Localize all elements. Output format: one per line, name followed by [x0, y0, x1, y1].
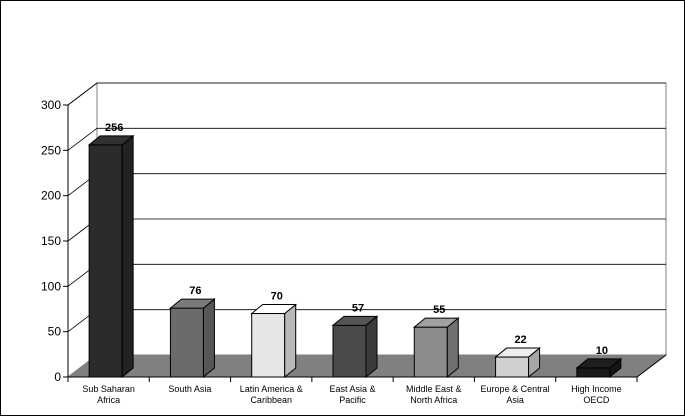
bar-front — [413, 326, 448, 378]
gridlines — [67, 82, 666, 332]
bars — [87, 134, 623, 379]
labels: 0 50 100 150 200 250 300 256 Sub Saharan Africa 76… — [41, 98, 622, 405]
data-label: 256 — [105, 122, 123, 134]
x-axis-depth — [636, 354, 667, 378]
bar-front — [576, 367, 611, 378]
bar-top — [169, 298, 216, 309]
category-label-line: Africa — [97, 395, 120, 405]
category-label: South Asia — [168, 384, 211, 394]
y-tick-label: 0 — [54, 370, 61, 384]
category-label: Europe & Central Asia — [481, 384, 550, 405]
category-label-line: OECD — [583, 395, 610, 405]
bar-side — [446, 317, 459, 379]
category-label-line: Caribbean — [250, 395, 292, 405]
y-tick-label: 200 — [41, 189, 61, 203]
category-label-line: Latin America & — [240, 384, 303, 394]
category-label-line: East Asia & — [329, 384, 375, 394]
bar-front — [169, 307, 204, 378]
bar-front — [251, 313, 286, 378]
category-label-line: Middle East & — [406, 384, 462, 394]
category-label-line: Asia — [506, 395, 524, 405]
data-label: 76 — [189, 285, 201, 297]
bar-top — [494, 347, 541, 358]
gridline-side — [67, 82, 98, 106]
category-label-line: High Income — [571, 384, 622, 394]
category-label-line: Pacific — [339, 395, 366, 405]
bar-front — [495, 356, 530, 378]
bar-side — [365, 315, 378, 379]
data-label: 10 — [596, 345, 608, 357]
category-label-line: South Asia — [168, 384, 211, 394]
data-label: 70 — [271, 291, 283, 303]
bar-side — [202, 298, 215, 379]
bar-front — [332, 324, 367, 378]
y-tick-label: 250 — [41, 143, 61, 157]
bar-top — [412, 317, 460, 328]
data-label: 57 — [352, 302, 364, 314]
data-label: 55 — [433, 304, 445, 316]
category-label: Sub Saharan Africa — [82, 384, 135, 405]
bar-top — [250, 304, 298, 315]
bar — [331, 315, 379, 379]
bar — [494, 346, 541, 379]
bar-top — [87, 135, 135, 146]
y-tick-label: 300 — [41, 98, 61, 112]
y-tick-label: 50 — [48, 325, 62, 339]
category-label: High Income OECD — [571, 384, 622, 405]
data-label: 22 — [514, 334, 526, 346]
bar-front — [88, 144, 123, 378]
category-label-line: Europe & Central — [481, 384, 550, 394]
gridline-side — [67, 128, 98, 151]
bar-side — [284, 303, 297, 379]
bar — [169, 298, 216, 379]
y-tick-label: 100 — [41, 279, 61, 293]
category-label: Latin America & Caribbean — [240, 384, 303, 405]
bar — [87, 134, 135, 379]
category-label-line: Sub Saharan — [82, 384, 135, 394]
category-label: East Asia & Pacific — [329, 384, 375, 405]
bar — [250, 303, 298, 379]
bar — [412, 317, 460, 379]
bar-top — [331, 315, 379, 326]
bar — [575, 357, 623, 379]
y-tick-label: 150 — [41, 234, 61, 248]
bar-side — [121, 134, 134, 379]
category-label-line: North Africa — [410, 395, 457, 405]
bar-top — [575, 358, 623, 369]
category-label: Middle East & North Africa — [406, 384, 462, 405]
